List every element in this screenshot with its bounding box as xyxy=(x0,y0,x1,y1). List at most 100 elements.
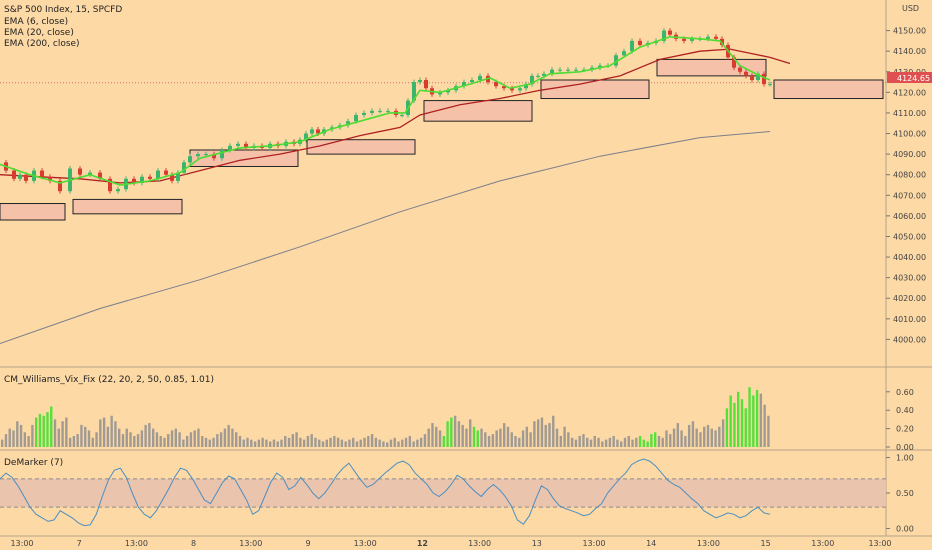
candle-body xyxy=(714,36,718,39)
price-tick-label: 4060.00 xyxy=(893,212,926,221)
price-tick-label: 4020.00 xyxy=(893,294,926,303)
vix-bar xyxy=(167,434,170,447)
candle-body xyxy=(630,40,634,52)
legend-ema200[interactable]: EMA (200, close) xyxy=(4,39,80,49)
vix-bar xyxy=(574,439,578,447)
ema6-line xyxy=(0,35,771,186)
vix-bar xyxy=(706,424,710,447)
vix-bar xyxy=(721,419,725,447)
vix-bar xyxy=(506,426,510,447)
vix-bar xyxy=(72,435,76,447)
vix-bar xyxy=(253,441,257,447)
vix-bar xyxy=(318,439,321,447)
legend-ema6[interactable]: EMA (6, close) xyxy=(4,17,68,27)
candle-body xyxy=(494,82,498,87)
candle-body xyxy=(424,80,428,89)
vix-bar xyxy=(453,415,457,447)
vix-bar xyxy=(616,439,619,447)
vix-bar xyxy=(352,437,355,447)
vix-bar xyxy=(544,424,547,447)
vix-bar xyxy=(57,428,60,447)
vix-bar xyxy=(608,437,612,447)
time-tick-label: 12 xyxy=(417,539,428,548)
zone-rect[interactable] xyxy=(72,198,183,215)
vix-bar xyxy=(480,428,483,447)
candle-body xyxy=(518,88,522,91)
vix-bar xyxy=(155,432,159,447)
vix-bar xyxy=(68,437,72,447)
vix-bar xyxy=(672,428,676,447)
vix-bar xyxy=(363,437,366,447)
vix-bar xyxy=(295,432,298,447)
zone-rect[interactable] xyxy=(540,79,650,100)
zone-rect[interactable] xyxy=(656,58,767,77)
vix-bar xyxy=(423,434,427,447)
vix-bar xyxy=(752,395,755,447)
candle-body xyxy=(40,170,44,177)
vix-bar xyxy=(457,421,461,447)
vix-bar xyxy=(374,437,378,447)
zone-rect[interactable] xyxy=(0,203,66,221)
vix-bar xyxy=(333,435,336,447)
time-tick-label: 13:00 xyxy=(125,539,148,548)
time-tick-label: 7 xyxy=(77,539,82,548)
candle-body xyxy=(182,162,186,173)
time-tick-label: 13 xyxy=(532,539,542,548)
vix-bar xyxy=(114,421,117,447)
candle-body xyxy=(744,71,748,76)
vix-bar xyxy=(653,432,657,447)
candle-body xyxy=(510,88,514,91)
vix-bar xyxy=(118,428,121,447)
price-tick-label: 4090.00 xyxy=(893,150,926,159)
vix-bar xyxy=(438,430,442,447)
vix-bar xyxy=(163,437,166,447)
price-axis-ticks: 4150.004140.004130.004120.004110.004100.… xyxy=(886,27,926,533)
price-tick-label: 4040.00 xyxy=(893,253,926,262)
candle-body xyxy=(530,75,534,85)
candle-body xyxy=(140,176,144,183)
vix-bar xyxy=(76,434,79,447)
vix-bar xyxy=(8,428,11,447)
price-tick-label: 4050.00 xyxy=(893,232,926,241)
vix-bar xyxy=(552,415,555,447)
demarker-title[interactable]: DeMarker (7) xyxy=(4,458,63,468)
vix-bar xyxy=(27,435,30,447)
candle-body xyxy=(310,129,314,134)
vix-bar xyxy=(533,421,536,447)
vix-bar xyxy=(665,430,668,447)
vix-bar xyxy=(559,435,563,447)
vix-bar xyxy=(284,435,287,447)
candle-body xyxy=(462,82,466,87)
zone-rect[interactable] xyxy=(773,79,884,100)
candle-body xyxy=(346,121,350,126)
ema200-line xyxy=(0,131,771,344)
vix-bar xyxy=(136,434,140,447)
candle-body xyxy=(244,143,248,148)
time-tick-label: 13:00 xyxy=(10,539,33,548)
zone-rect[interactable] xyxy=(306,139,416,155)
vix-bar xyxy=(650,434,653,447)
vix-bar xyxy=(676,423,680,447)
vix-bar xyxy=(404,437,408,447)
supply-demand-zones xyxy=(0,58,884,221)
candle-body xyxy=(412,82,416,101)
vix-tick-label: 0.20 xyxy=(896,425,914,434)
candle-body xyxy=(418,80,422,83)
legend-ema20[interactable]: EMA (20, close) xyxy=(4,28,74,38)
candle-body xyxy=(502,86,506,89)
vix-fix-title[interactable]: CM_Williams_Vix_Fix (22, 20, 2, 50, 0.85… xyxy=(4,375,214,385)
vix-bar xyxy=(87,430,91,447)
vix-bar xyxy=(578,435,581,447)
vix-bar xyxy=(133,435,136,447)
candle-body xyxy=(204,154,208,156)
vix-bar xyxy=(246,437,249,447)
zone-rect[interactable] xyxy=(423,100,533,122)
vix-bar xyxy=(514,435,517,447)
candle-body xyxy=(558,69,562,71)
vix-bar xyxy=(219,432,223,447)
candle-body xyxy=(738,67,742,72)
vix-bar xyxy=(265,439,268,447)
candle-body xyxy=(88,172,92,175)
vix-tick-label: 0.00 xyxy=(896,443,914,452)
chart-title[interactable]: S&P 500 Index, 15, SPCFD xyxy=(4,5,122,15)
